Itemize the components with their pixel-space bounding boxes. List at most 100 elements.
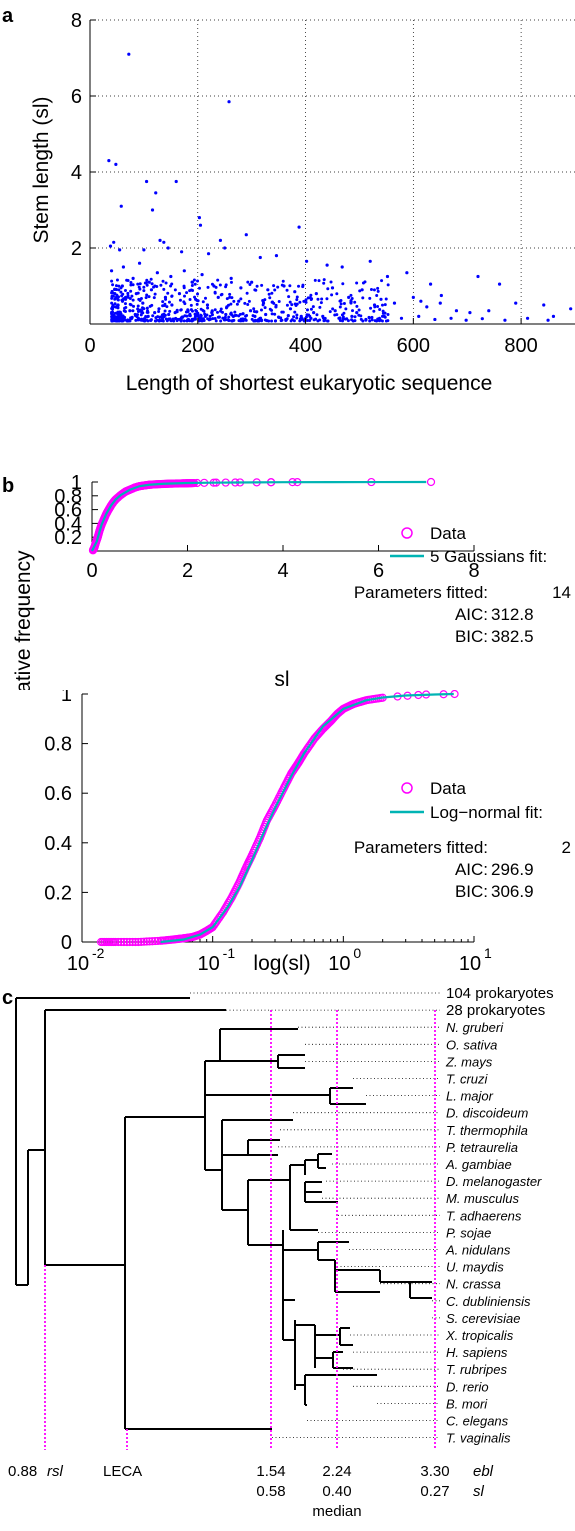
data-point bbox=[285, 288, 289, 292]
data-point bbox=[173, 288, 177, 292]
data-point bbox=[361, 296, 365, 300]
data-point bbox=[140, 311, 144, 315]
data-point bbox=[383, 303, 387, 307]
data-point bbox=[201, 300, 205, 304]
data-point bbox=[161, 319, 165, 323]
data-point bbox=[136, 282, 140, 286]
bottom-annotations: 0.88 rsl LECA 1.54 2.24 3.30 ebl 0.58 0.… bbox=[8, 1463, 494, 1520]
data-point bbox=[182, 294, 186, 298]
data-point bbox=[237, 319, 241, 323]
data-point bbox=[264, 312, 268, 317]
data-point bbox=[157, 307, 161, 311]
data-point bbox=[344, 307, 348, 311]
data-point bbox=[195, 309, 199, 313]
data-marker bbox=[122, 937, 131, 947]
data-point bbox=[223, 315, 227, 319]
data-point bbox=[350, 314, 354, 318]
data-point bbox=[111, 303, 115, 307]
data-point bbox=[185, 291, 189, 295]
data-point bbox=[142, 248, 146, 252]
data-point bbox=[158, 315, 162, 319]
y-tick-label: 0 bbox=[61, 932, 72, 954]
data-point bbox=[369, 287, 373, 291]
axes bbox=[89, 19, 575, 325]
data-point bbox=[149, 318, 153, 322]
data-point bbox=[309, 293, 313, 297]
data-point bbox=[110, 319, 114, 323]
data-point bbox=[198, 316, 202, 320]
data-point bbox=[142, 289, 146, 293]
data-point bbox=[290, 303, 294, 307]
params-label: Parameters fitted: bbox=[354, 583, 488, 602]
species-label: C. dubliniensis bbox=[446, 1294, 531, 1309]
data-point bbox=[223, 318, 227, 322]
data-point bbox=[342, 311, 346, 315]
y-tick-label: 0.2 bbox=[54, 527, 82, 549]
data-point bbox=[150, 208, 155, 212]
data-point bbox=[113, 305, 117, 309]
data-point bbox=[229, 302, 233, 306]
data-point bbox=[229, 276, 233, 280]
data-point bbox=[162, 303, 166, 307]
data-point bbox=[360, 288, 364, 292]
data-point bbox=[295, 316, 299, 320]
data-point bbox=[203, 296, 207, 300]
data-point bbox=[226, 303, 230, 307]
data-point bbox=[200, 273, 204, 277]
data-point bbox=[208, 314, 212, 318]
data-point bbox=[223, 246, 227, 250]
data-point bbox=[179, 319, 183, 323]
data-point bbox=[384, 297, 388, 301]
data-point bbox=[115, 293, 119, 297]
data-point bbox=[259, 316, 263, 320]
data-point bbox=[183, 314, 187, 318]
data-point bbox=[273, 288, 277, 292]
data-point bbox=[166, 291, 170, 295]
data-point bbox=[152, 296, 156, 300]
data-point bbox=[144, 296, 148, 300]
y-tick-label: 2 bbox=[71, 238, 82, 260]
data-point bbox=[154, 191, 158, 195]
data-point bbox=[108, 244, 113, 248]
data-point bbox=[129, 283, 133, 287]
species-label: A. nidulans bbox=[445, 1243, 511, 1258]
species-label: T. vaginalis bbox=[446, 1431, 511, 1446]
y-tick-label: 0.6 bbox=[54, 500, 82, 522]
data-point bbox=[338, 299, 342, 303]
data-point bbox=[343, 317, 347, 321]
bic-value: 382.5 bbox=[491, 627, 534, 646]
species-label: P. tetraurelia bbox=[446, 1140, 518, 1155]
data-marker bbox=[125, 937, 134, 947]
data-point bbox=[145, 306, 149, 310]
x-tick-label: 10 bbox=[459, 953, 481, 975]
data-point bbox=[274, 254, 279, 258]
data-point bbox=[274, 303, 278, 307]
data-point bbox=[386, 283, 390, 287]
data-point bbox=[380, 314, 384, 318]
data-point bbox=[195, 302, 199, 306]
data-point bbox=[292, 315, 296, 319]
data-point bbox=[139, 313, 143, 317]
data-point bbox=[383, 315, 387, 319]
data-point bbox=[182, 284, 186, 288]
data-point bbox=[368, 296, 372, 300]
data-point bbox=[122, 318, 126, 322]
data-point bbox=[312, 318, 316, 322]
data-point bbox=[205, 313, 209, 317]
data-point bbox=[117, 284, 121, 288]
data-point bbox=[349, 300, 353, 304]
data-point bbox=[376, 318, 380, 322]
data-point bbox=[218, 238, 223, 242]
data-point bbox=[267, 319, 271, 323]
data-marker bbox=[137, 937, 146, 946]
data-point bbox=[341, 317, 345, 321]
data-point bbox=[119, 286, 123, 290]
top-series bbox=[88, 477, 436, 555]
data-point bbox=[110, 301, 114, 305]
data-point bbox=[196, 314, 200, 318]
species-label: B. mori bbox=[446, 1396, 488, 1411]
data-point bbox=[311, 305, 315, 309]
bottom-x-axis-label: log(sl) bbox=[253, 952, 310, 975]
data-point bbox=[246, 302, 250, 306]
